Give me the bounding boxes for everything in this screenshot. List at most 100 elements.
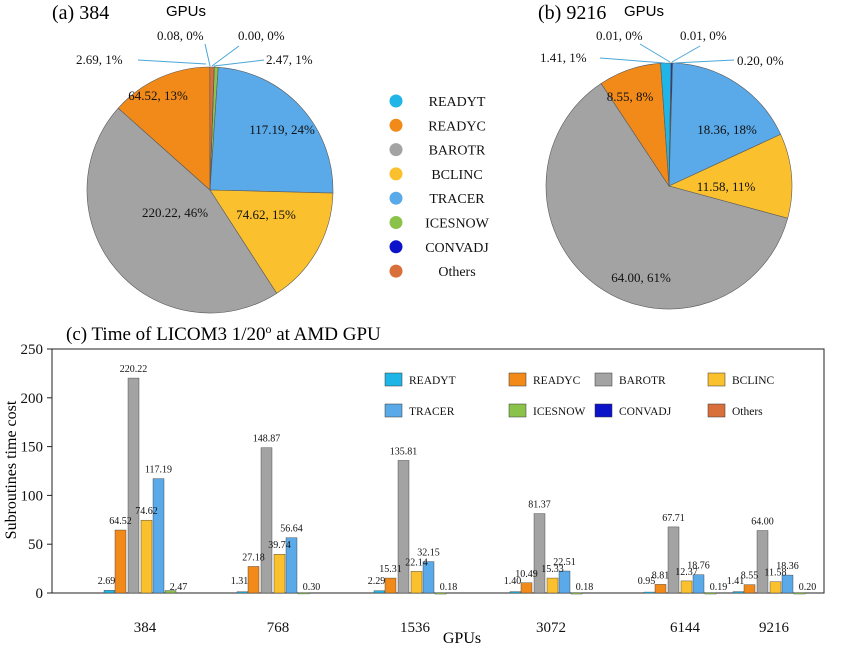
pie-labels: 0.08, 0% 64.52, 13% 220.22, 46% 74.62, 15% 1…	[76, 28, 315, 222]
bar-label-readyt-3072: 1.40	[504, 576, 522, 587]
bar-chart-title: (c) Time of LICOM3 1/20o at AMD GPU	[66, 322, 381, 345]
bar-bclinc-1536	[410, 571, 423, 594]
bar-label-icesnow-768: 0.30	[303, 582, 321, 593]
legend-marker-tracer	[389, 191, 403, 205]
bar-icesnow-768	[297, 592, 310, 595]
bar-label-tracer-384: 117.19	[145, 465, 172, 476]
bar-label-tracer-768: 56.64	[280, 524, 303, 535]
pie-label-others: 2.69, 1%	[76, 52, 123, 67]
bar-readyt-384	[103, 590, 116, 594]
pie-label-others: 0.01, 0%	[596, 28, 643, 43]
bar-readyc-384	[114, 529, 127, 594]
pie-slice-icesnow	[668, 62, 672, 187]
bar-label-readyc-384: 64.52	[109, 516, 132, 527]
bar-label-barotr-3072: 81.37	[528, 500, 551, 511]
bar-barotr-768	[260, 447, 273, 594]
panel-b-unit: GPUs	[624, 3, 664, 20]
bar-bclinc-384	[140, 519, 153, 594]
bar-barotr-1536	[397, 460, 410, 594]
pie-label-readyc: 64.52, 13%	[128, 88, 188, 103]
bar-label-barotr-768: 148.87	[253, 434, 281, 445]
bar-legend-label-barotr: BAROTR	[619, 375, 666, 387]
bar-readyt-6144	[643, 591, 656, 594]
bar-label-barotr-1536: 135.81	[390, 446, 418, 457]
bar-barotr-6144	[667, 526, 680, 594]
panel-a-unit: GPUs	[166, 3, 206, 20]
legend-label-bclinc: BCLINC	[431, 168, 482, 183]
y-tick-label: 50	[28, 537, 43, 553]
bar-label-tracer-1536: 32.15	[417, 548, 440, 559]
bar-label-barotr-9216: 64.00	[751, 517, 774, 528]
legend-marker-icesnow	[389, 216, 403, 229]
bar-label-icesnow-384: 2.47	[170, 582, 188, 593]
pie-label-convadj: 0.20, 0%	[737, 53, 784, 68]
bar-legend-label-others: Others	[732, 406, 763, 418]
bar-readyc-6144	[654, 584, 667, 594]
pie-slice-tracer	[209, 66, 334, 194]
bar-label-tracer-9216: 18.36	[776, 561, 799, 572]
pie-label-bclinc: 11.58, 11%	[697, 179, 756, 194]
x-tick-label: 9216	[759, 620, 790, 636]
bar-legend-swatch-readyc	[508, 372, 527, 387]
legend-label-others: Others	[438, 265, 475, 280]
pie-labels: 1.41, 1% 8.55, 8% 64.00, 61% 11.58, 11% 18.3…	[540, 28, 784, 285]
bar-label-readyc-1536: 15.31	[379, 564, 402, 575]
bar-tracer-384	[152, 478, 165, 594]
bar-readyt-9216	[732, 591, 745, 594]
bar-barotr-3072	[533, 513, 546, 594]
panel-b-label: (b) 9216	[538, 2, 606, 24]
bar-icesnow-6144	[704, 592, 717, 595]
bar-tracer-9216	[781, 574, 794, 594]
bar-label-bclinc-768: 39.74	[268, 540, 291, 551]
bar-chart-title-suffix: at AMD GPU	[272, 324, 382, 345]
bar-readyt-768	[236, 591, 249, 594]
pie-slice-barotr	[545, 83, 789, 310]
pie-label-icesnow: 0.01, 0%	[680, 28, 727, 43]
bar-label-readyc-3072: 10.49	[515, 569, 538, 580]
legend-label-readyc: READYC	[428, 119, 486, 134]
leader-line-convadj	[673, 59, 735, 64]
bar-label-bclinc-9216: 11.58	[764, 568, 786, 579]
bar-tracer-768	[285, 537, 298, 594]
legend-label-icesnow: ICESNOW	[425, 217, 490, 232]
pie-legend: READYT READYC BAROTR BCLINC TRACER ICESNOW CON…	[389, 94, 490, 280]
pie-slices	[545, 62, 793, 310]
legend-marker-bclinc	[389, 167, 403, 181]
bar-icesnow-1536	[434, 592, 447, 595]
legend-marker-readyt	[389, 94, 403, 108]
y-axis: 0 50 100 150 200 250	[21, 342, 52, 602]
pie-label-barotr: 64.00, 61%	[611, 270, 671, 285]
bar-label-barotr-6144: 67.71	[662, 513, 685, 524]
leader-line-readyt	[204, 43, 211, 67]
pie-label-readyc: 8.55, 8%	[607, 89, 654, 104]
x-tick-label: 384	[134, 620, 157, 636]
legend-label-convadj: CONVADJ	[425, 241, 489, 256]
x-tick-label: 3072	[536, 620, 566, 636]
bar-label-barotr-384: 220.22	[120, 364, 148, 375]
leader-line-others	[639, 43, 671, 63]
x-tick-label: 6144	[670, 620, 701, 636]
bar-tracer-6144	[692, 574, 705, 594]
pie-slice-readyt	[209, 66, 215, 191]
bar-bclinc-768	[273, 554, 286, 594]
bar-tracer-1536	[422, 561, 435, 594]
pie-label-bclinc: 74.62, 15%	[236, 207, 296, 222]
pie-label-readyt: 1.41, 1%	[540, 50, 587, 65]
x-tick-label: 768	[267, 620, 290, 636]
bar-barotr-384	[127, 377, 140, 594]
bar-legend-label-icesnow: ICESNOW	[533, 406, 586, 418]
bar-tracer-3072	[558, 570, 571, 594]
bar-label-icesnow-9216: 0.20	[799, 582, 817, 593]
bar-legend: READYT READYC BAROTR BCLINC TRACER ICESNOW CON…	[384, 372, 775, 418]
pie-label-convadj: 0.00, 0%	[238, 28, 285, 43]
pie-slice-tracer	[668, 62, 782, 187]
bar-label-readyt-9216: 1.41	[727, 576, 745, 587]
bar-readyc-768	[247, 566, 260, 594]
bar-legend-swatch-icesnow	[508, 403, 527, 418]
bar-label-readyt-6144: 0.95	[638, 576, 656, 587]
bar-label-readyc-768: 27.18	[242, 552, 265, 563]
bar-label-tracer-6144: 18.76	[687, 561, 710, 572]
bar-readyc-3072	[520, 582, 533, 594]
bar-legend-swatch-tracer	[384, 403, 403, 418]
